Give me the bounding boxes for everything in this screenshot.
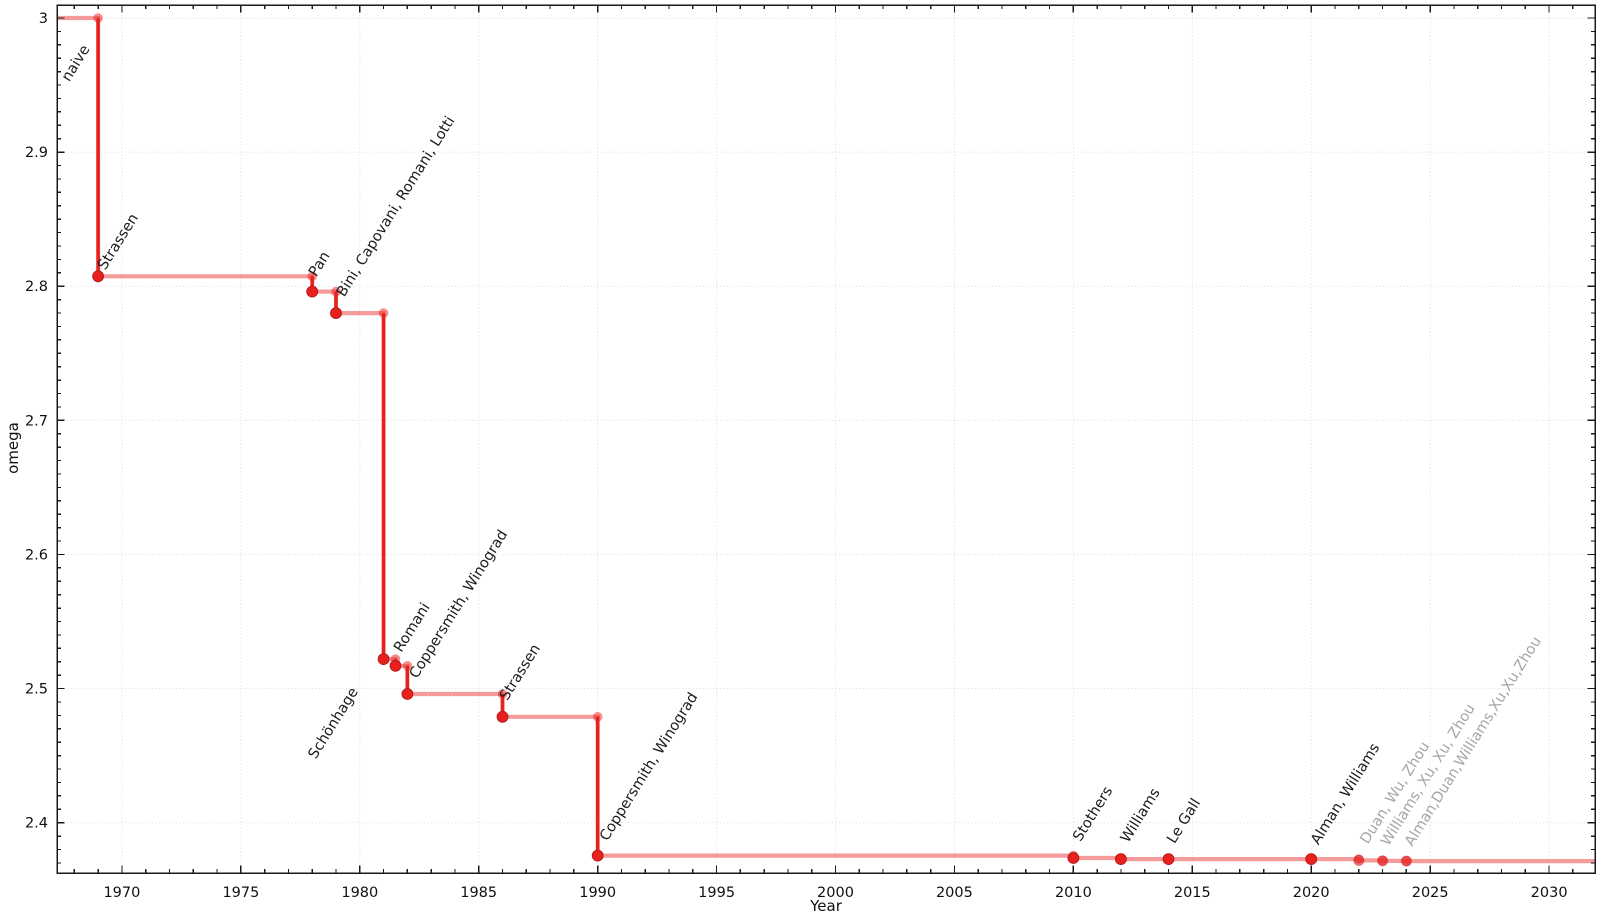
x-axis-label: Year	[810, 897, 842, 915]
x-tick-label: 1995	[698, 885, 735, 901]
x-tick-label: 2020	[1293, 885, 1330, 901]
recent-data-point	[1377, 855, 1389, 867]
point-annotation: Bini, Capovani, Romani, Lotti	[334, 114, 458, 300]
axis-frame	[56, 4, 1596, 874]
data-point	[591, 849, 604, 862]
y-tick-label: 2.7	[25, 413, 48, 429]
y-axis-label: omega	[4, 422, 22, 474]
data-point	[306, 285, 319, 298]
x-tick-label: 1990	[579, 885, 616, 901]
x-tick-label: 2000	[817, 885, 854, 901]
x-tick-label: 1985	[460, 885, 497, 901]
point-annotation: Williams	[1118, 786, 1164, 846]
x-tick-label: 1970	[103, 885, 140, 901]
point-annotation: Schönhage	[306, 685, 362, 762]
point-annotation: Le Gall	[1164, 796, 1204, 846]
step-corner-dot	[331, 286, 341, 297]
step-corner-dot	[307, 271, 318, 282]
step-corner-dot	[93, 13, 103, 23]
recent-data-point	[1400, 855, 1412, 867]
y-tick-label: 2.5	[25, 682, 48, 698]
y-tick-label: 2.4	[25, 816, 48, 832]
x-tick-label: 2015	[1174, 885, 1211, 901]
point-annotation: Stothers	[1070, 784, 1116, 844]
point-annotation: naive	[59, 42, 94, 84]
x-tick-label: 2025	[1412, 885, 1449, 901]
y-tick-label: 2.8	[25, 279, 48, 295]
x-tick-label: 2030	[1531, 885, 1568, 901]
step-corner-dot	[497, 689, 508, 699]
point-annotation: Strassen	[95, 211, 142, 273]
data-point	[496, 710, 509, 723]
data-point	[377, 653, 390, 665]
data-point	[1162, 853, 1175, 865]
point-annotation: Strassen	[497, 642, 544, 704]
y-tick-label: 3	[39, 11, 48, 27]
x-tick-label: 2005	[936, 885, 973, 901]
step-corner-dot	[592, 712, 603, 722]
data-point	[401, 688, 414, 700]
y-tick-label: 2.6	[25, 548, 48, 564]
data-point	[1115, 853, 1127, 865]
step-corner-dot	[378, 308, 389, 318]
recent-data-point	[1353, 854, 1365, 866]
x-tick-label: 1980	[341, 885, 378, 901]
step-corner-dot	[402, 661, 413, 671]
y-tick-label: 2.9	[25, 145, 48, 161]
point-annotation: Coppersmith, Winograd	[597, 690, 701, 844]
data-point	[92, 270, 104, 283]
data-point	[1067, 852, 1080, 864]
x-tick-label: 1975	[222, 885, 259, 901]
data-point	[330, 307, 342, 320]
data-point	[1305, 853, 1318, 865]
x-tick-label: 2010	[1055, 885, 1092, 901]
data-point	[389, 659, 402, 672]
step-line	[57, 15, 1595, 864]
